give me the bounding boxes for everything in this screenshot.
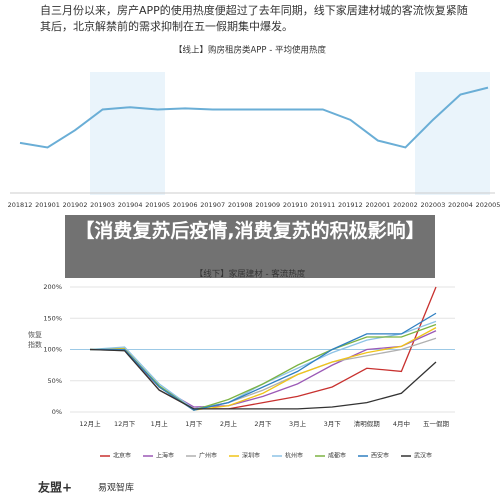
x-tick-label: 五一假期 bbox=[423, 419, 450, 428]
overlay: 【消费复苏后疫情,消费复苏的积极影响】 bbox=[75, 220, 425, 242]
x-tick-label: 1月上 bbox=[151, 419, 169, 428]
legend-label: 西安市 bbox=[371, 452, 389, 460]
x-tick-label: 201902 bbox=[63, 201, 88, 209]
chart-bottom: 【线下】家居建材 - 客流热度 0% 50% 100% 150% 200% 12月上 12月下… bbox=[43, 269, 455, 460]
chart-title: 【线上】购房租房类APP - 平均使用热度 bbox=[174, 45, 327, 56]
x-tick-label: 201910 bbox=[283, 201, 308, 209]
x-tick-label: 2月上 bbox=[220, 419, 238, 428]
legend-label: 广州市 bbox=[199, 452, 217, 460]
x-tick-label: 201904 bbox=[118, 201, 143, 209]
x-tick-label: 4月中 bbox=[393, 419, 410, 428]
x-tick-label: 202003 bbox=[421, 201, 446, 209]
y-tick-label: 100% bbox=[43, 346, 62, 354]
x-tick-label: 3月上 bbox=[289, 419, 307, 428]
x-tick-label: 202004 bbox=[448, 201, 473, 209]
line bbox=[89, 348, 437, 410]
x-tick-label: 201901 bbox=[35, 201, 60, 209]
highlight-band bbox=[90, 72, 165, 195]
x-tick-label: 202002 bbox=[393, 201, 418, 209]
header-line: 其后，北京解禁前的需求抑制在五一假期集中爆发。 bbox=[40, 19, 293, 33]
legend-label: 杭州市 bbox=[285, 452, 303, 460]
x-tick-label: 201908 bbox=[228, 201, 253, 209]
x-tick-label: 12月下 bbox=[114, 420, 136, 428]
x-tick-label: 201911 bbox=[310, 201, 335, 209]
y-tick-label: 200% bbox=[43, 283, 62, 291]
y-tick-label: 150% bbox=[43, 314, 62, 322]
legend-label: 深圳市 bbox=[242, 452, 260, 460]
logo: 易观智库 bbox=[98, 482, 134, 494]
x-tick-label: 2月下 bbox=[254, 420, 272, 428]
y-label-box: 恢复指数 bbox=[28, 331, 42, 349]
logo: 友盟+ bbox=[37, 480, 72, 495]
x-tick-label: 201906 bbox=[173, 201, 198, 209]
x-tick-label: 3月下 bbox=[324, 420, 342, 428]
legend-label: 武汉市 bbox=[414, 452, 432, 460]
y-axis-label: 恢复指数 bbox=[28, 331, 42, 349]
x-tick-label: 201905 bbox=[145, 201, 170, 209]
header-line: 自三月份以来，房产APP的使用热度便超过了去年同期，线下家居建材城的客流恢复紧随 bbox=[40, 3, 468, 17]
line bbox=[90, 312, 437, 411]
x-tick-label: 201812 bbox=[8, 201, 33, 209]
y-tick-label: 50% bbox=[48, 377, 62, 385]
legend-label: 成都市 bbox=[328, 452, 346, 460]
x-tick-label: 201907 bbox=[200, 201, 225, 209]
x-tick-label: 201912 bbox=[338, 201, 363, 209]
x-tick-label: 202005 bbox=[476, 201, 500, 209]
overlay-box bbox=[65, 215, 435, 278]
x-tick-label: 清明假期 bbox=[354, 419, 381, 428]
overlay-title: 【消费复苏后疫情,消费复苏的积极影响】 bbox=[75, 220, 425, 242]
line bbox=[19, 86, 489, 149]
x-tick-label: 201903 bbox=[90, 201, 115, 209]
highlight-band bbox=[415, 72, 490, 195]
legend-label: 上海市 bbox=[156, 452, 174, 460]
x-tick-label: 201909 bbox=[255, 201, 280, 209]
x-tick-label: 202001 bbox=[365, 201, 390, 209]
y-tick-label: 0% bbox=[52, 408, 62, 416]
legend-label: 北京市 bbox=[113, 452, 131, 460]
x-tick-label: 1月下 bbox=[185, 420, 203, 428]
x-tick-label: 12月上 bbox=[79, 419, 101, 428]
chart-title: 【线下】家居建材 - 客流热度 bbox=[195, 269, 306, 280]
